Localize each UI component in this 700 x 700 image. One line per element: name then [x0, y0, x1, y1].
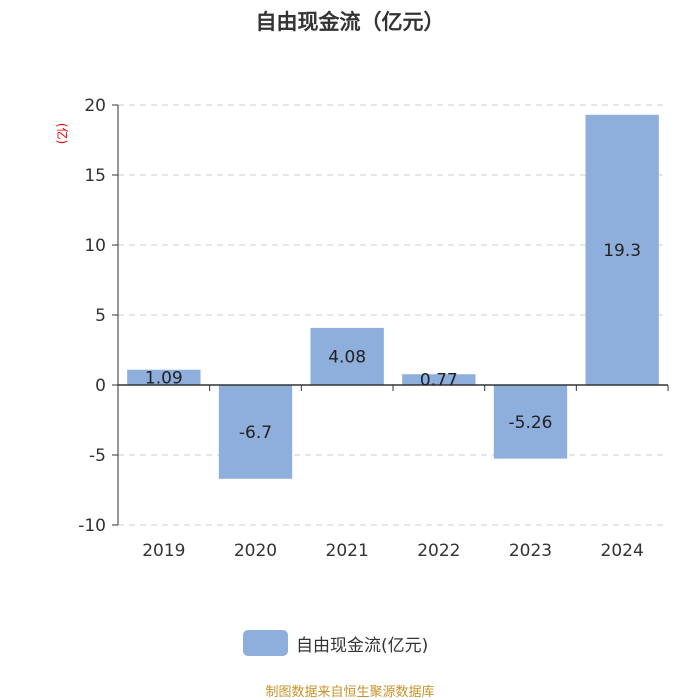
y-tick-label: 5 [95, 306, 106, 326]
source-note: 制图数据来自恒生聚源数据库 [265, 685, 435, 700]
x-tick-label: 2019 [142, 541, 185, 561]
bar [218, 385, 293, 479]
legend-label: 自由现金流(亿元) [296, 635, 429, 656]
bar-value-label: 19.3 [603, 241, 641, 261]
bar-value-label: 1.09 [145, 368, 183, 388]
bar [310, 327, 384, 385]
y-tick-label: -5 [89, 446, 106, 466]
x-tick-label: 2023 [509, 541, 552, 561]
legend[interactable]: 自由现金流(亿元) [243, 630, 428, 656]
bar-value-label: -5.26 [509, 413, 553, 433]
y-tick-label: 0 [95, 376, 106, 396]
y-tick-label: 20 [84, 96, 106, 116]
bar [585, 114, 659, 386]
x-tick-label: 2022 [417, 541, 460, 561]
x-tick-label: 2021 [326, 541, 369, 561]
bar [493, 385, 568, 459]
y-tick-label: 15 [84, 166, 106, 186]
y-tick-label: 10 [84, 236, 106, 256]
bar [127, 369, 201, 385]
bar-value-label: 0.77 [420, 371, 458, 391]
bar-value-label: -6.7 [239, 423, 272, 443]
bar [402, 374, 476, 385]
bar-value-label: 4.08 [328, 347, 366, 367]
x-tick-label: 2024 [601, 541, 644, 561]
x-tick-label: 2020 [234, 541, 277, 561]
chart-title: 自由现金流（亿元） [255, 10, 445, 34]
legend-swatch [243, 630, 288, 656]
y-tick-label: -10 [78, 516, 106, 536]
